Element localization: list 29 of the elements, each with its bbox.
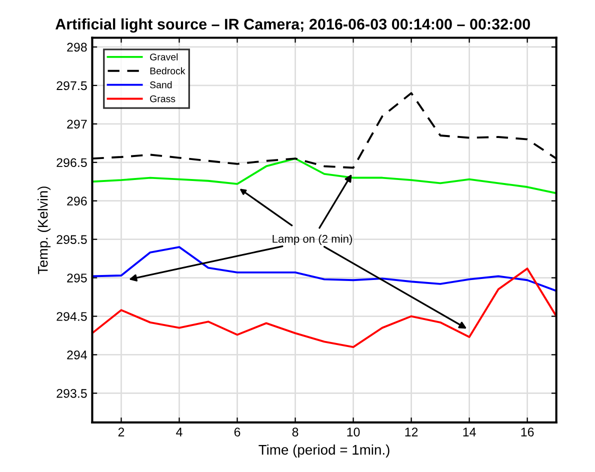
legend-label: Grass [150, 95, 176, 102]
annotation: Lamp on (2 min) [272, 234, 352, 245]
legend-label: Gravel [150, 53, 178, 60]
x-tick-label: 16 [521, 428, 534, 436]
legend-label: Sand [150, 81, 172, 88]
x-tick-label: 2 [118, 428, 124, 436]
line-series [92, 158, 556, 194]
chart-title: Artificial light source – IR Camera; 2016-06-03 00:14:00 – 00:32:00 [55, 18, 530, 33]
y-axis-title: Temp. (Kelvin) [38, 186, 51, 274]
y-tick-label: 297 [67, 120, 87, 129]
y-tick-label: 294.5 [56, 312, 87, 321]
y-tick-label: 295.5 [56, 235, 87, 244]
x-tick-label: 14 [463, 428, 476, 436]
x-tick-label: 10 [347, 428, 360, 436]
y-tick-label: 293.5 [56, 389, 87, 398]
x-tick-label: 6 [234, 428, 240, 436]
y-tick-label: 297.5 [56, 81, 87, 90]
x-axis-title: Time (period = 1min.) [258, 444, 390, 458]
y-tick-label: 295 [67, 274, 87, 282]
line-series [92, 246, 556, 292]
y-tick-label: 294 [67, 350, 87, 360]
x-tick-label: 12 [405, 428, 418, 436]
legend-label: Bedrock [150, 67, 186, 74]
y-tick-label: 296.5 [56, 158, 87, 168]
y-tick-label: 298 [67, 42, 87, 52]
x-tick-label: 8 [292, 428, 298, 436]
x-tick-label: 4 [176, 428, 182, 436]
y-tick-label: 296 [67, 196, 87, 206]
line-series [92, 268, 556, 348]
